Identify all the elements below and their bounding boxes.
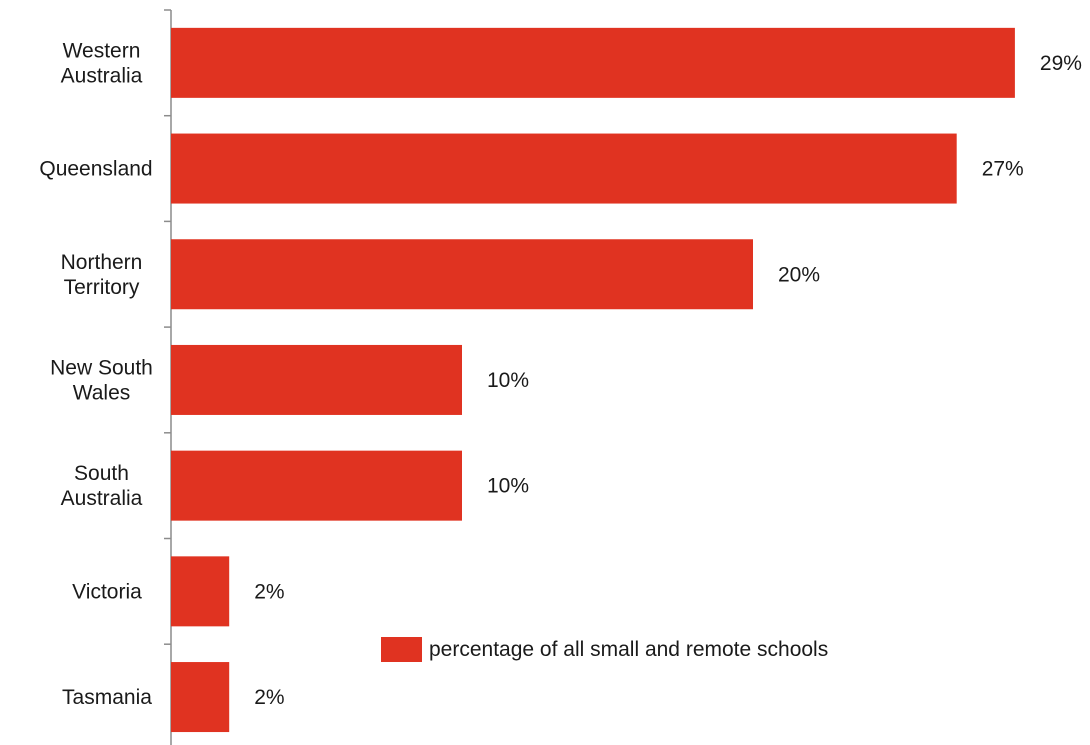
legend-label: percentage of all small and remote schoo… xyxy=(429,638,828,661)
data-label: 29% xyxy=(1040,52,1082,75)
bar xyxy=(171,556,230,627)
data-label: 20% xyxy=(778,263,820,286)
category-label: Tasmania xyxy=(62,686,152,709)
data-label: 10% xyxy=(487,475,529,498)
legend-swatch xyxy=(381,637,422,662)
category-label: New South Wales xyxy=(50,356,153,404)
bar xyxy=(171,344,462,415)
category-label: Northern Territory xyxy=(61,251,143,299)
bars-layer xyxy=(171,27,1015,733)
category-label: Western Australia xyxy=(61,39,143,87)
data-label: 10% xyxy=(487,369,529,392)
bar xyxy=(171,450,462,521)
bar xyxy=(171,662,230,733)
labels-layer: Western Australia 29% Queensland 27% Northern… xyxy=(39,39,1082,709)
bar xyxy=(171,239,753,310)
category-label: Queensland xyxy=(39,158,152,181)
data-label: 2% xyxy=(254,686,284,709)
category-label: Victoria xyxy=(72,580,142,603)
bar xyxy=(171,133,957,204)
data-label: 27% xyxy=(982,158,1024,181)
axis-layer xyxy=(164,9,172,745)
category-label: South Australia xyxy=(61,462,143,510)
bar xyxy=(171,27,1015,98)
legend: percentage of all small and remote schoo… xyxy=(381,637,828,662)
data-label: 2% xyxy=(254,580,284,603)
